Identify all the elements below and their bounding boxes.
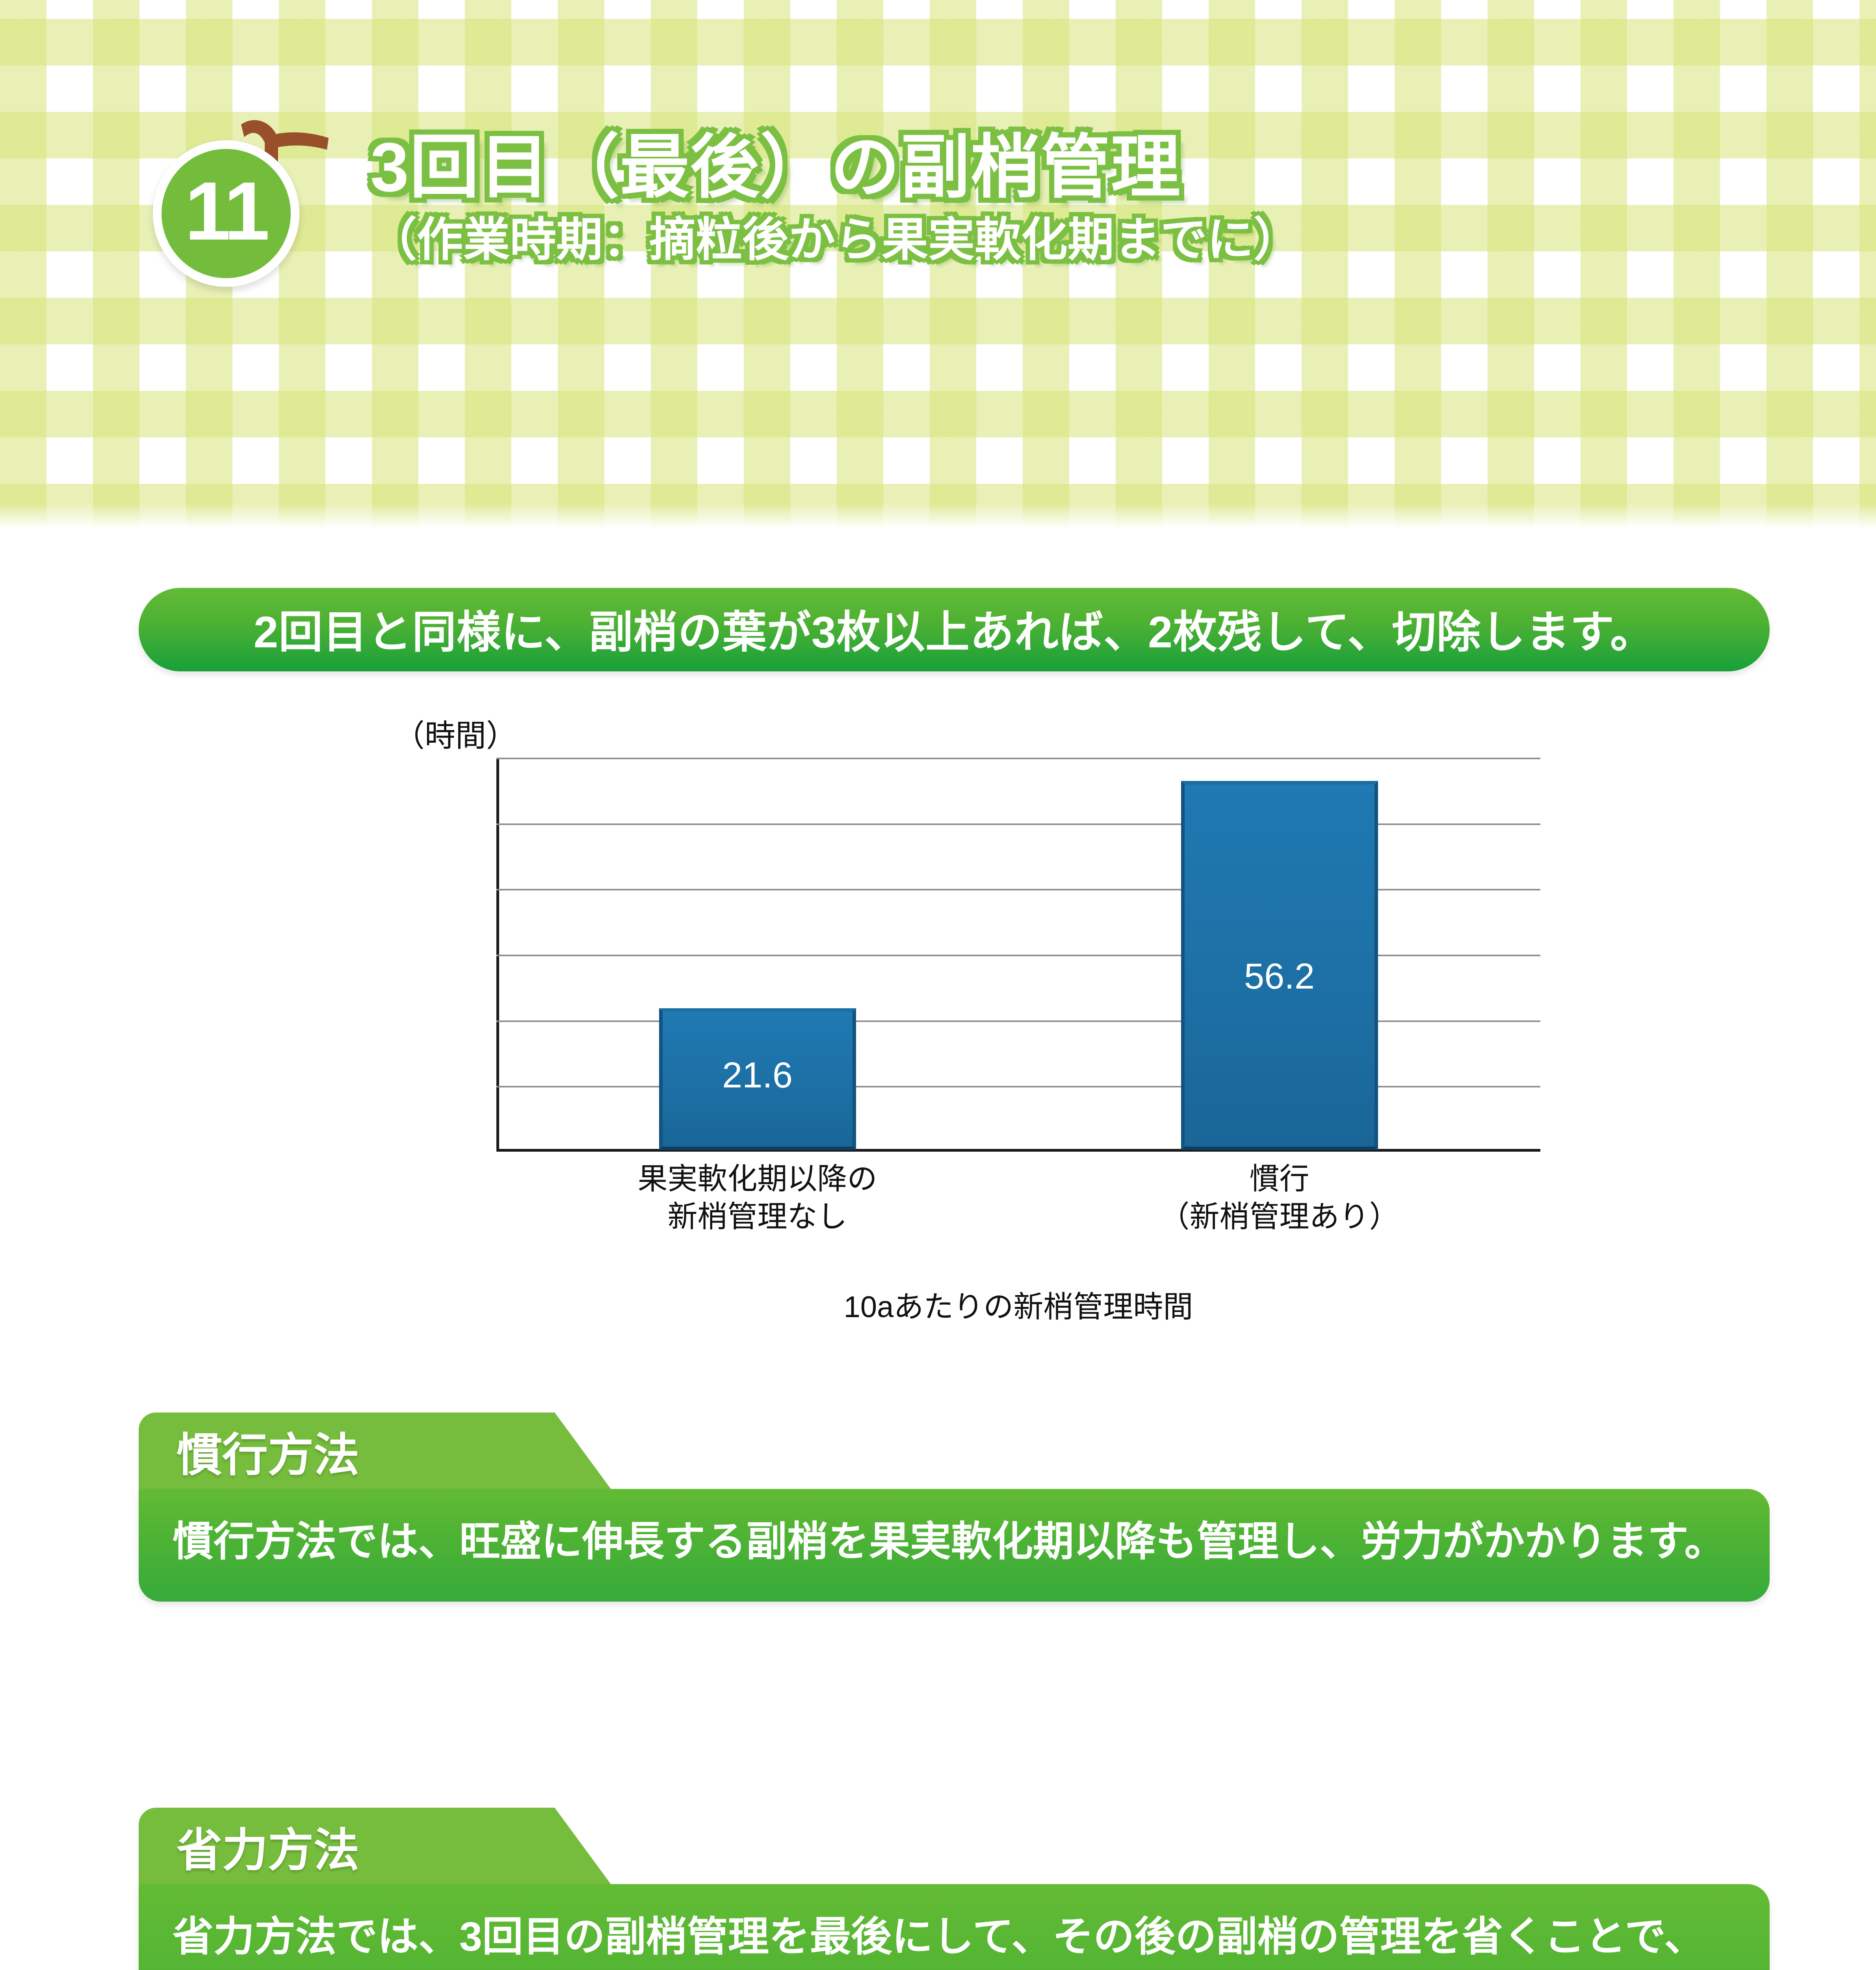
info-box-tab-label: 慣行方法 [176,1429,359,1481]
info-box-tab-label: 省力方法 [176,1825,359,1876]
x-axis-category-label: 慣行 （新梢管理あり） [1018,1160,1540,1236]
info-box-labor-saving: 省力方法 省力方法では、3回目の副梢管理を最後にして、その後の副梢の管理を省くこ… [139,1808,1770,1970]
plot-inner: 21.6 56.2 [496,758,1540,1152]
info-box-tab-conventional: 慣行方法 [139,1412,611,1490]
section-number-badge: 11 [153,140,299,287]
info-box-panel-labor-saving: 省力方法では、3回目の副梢管理を最後にして、その後の副梢の管理を省くことで、新梢… [139,1884,1770,1970]
chart-caption: 10aあたりの新梢管理時間 [843,1290,1193,1324]
bar-chart: （時間） 6050403020100 21.6 56.2 果実軟化期以降の新梢管理… [378,711,1560,1373]
x-axis-category-line: （新梢管理あり） [1159,1200,1399,1234]
info-box-body-text: 省力方法では、3回目の副梢管理を最後にして、その後の副梢の管理を省くことで、新梢… [173,1914,1705,1960]
bar: 56.2 [1181,781,1378,1150]
bar-value-label: 21.6 [722,1055,793,1096]
gingham-background [0,0,1876,530]
gridline [496,1086,1540,1088]
highlight-banner-text: 2回目と同様に、副梢の葉が3枚以上あれば、2枚残して、切除します。 [253,608,1655,657]
page-title: 3回目（最後）の副梢管理 [370,129,1181,206]
gridline [496,955,1540,956]
info-box-tab-labor-saving: 省力方法 [139,1808,611,1885]
y-axis-tick-group: 6050403020100 [378,758,379,1152]
bar: 21.6 [659,1008,856,1150]
section-number-text: 11 [185,165,270,257]
page-subtitle: （作業時期：摘粒後から果実軟化期までに） [370,214,1300,266]
bar-value-label: 56.2 [1244,956,1315,996]
y-axis-unit-label: （時間） [394,718,517,753]
gridline [496,889,1540,891]
x-axis-category-label: 果実軟化期以降の 新梢管理なし [496,1160,1018,1236]
plot-area: 21.6 56.2 [496,758,1540,1152]
section-number-badge-group: 11 [153,118,329,287]
info-box-body-text: 慣行方法では、旺盛に伸長する副梢を果実軟化期以降も管理し、労力がかかります。 [173,1519,1726,1565]
gridline [496,758,1540,759]
gridline [496,1020,1540,1022]
x-axis-category-line: 果実軟化期以降の [637,1162,877,1196]
highlight-banner: 2回目と同様に、副梢の葉が3枚以上あれば、2枚残して、切除します。 [139,588,1770,671]
info-box-panel-conventional: 慣行方法では、旺盛に伸長する副梢を果実軟化期以降も管理し、労力がかかります。 [139,1489,1770,1602]
page-title-block: 3回目（最後）の副梢管理 （作業時期：摘粒後から果実軟化期までに） [370,130,1631,266]
x-axis-category-line: 慣行 [1249,1162,1309,1196]
x-axis-line [496,1149,1540,1152]
x-axis-category-line: 新梢管理なし [667,1200,847,1234]
info-box-conventional: 慣行方法 慣行方法では、旺盛に伸長する副梢を果実軟化期以降も管理し、労力がかかり… [139,1412,1770,1602]
gridline [496,823,1540,825]
